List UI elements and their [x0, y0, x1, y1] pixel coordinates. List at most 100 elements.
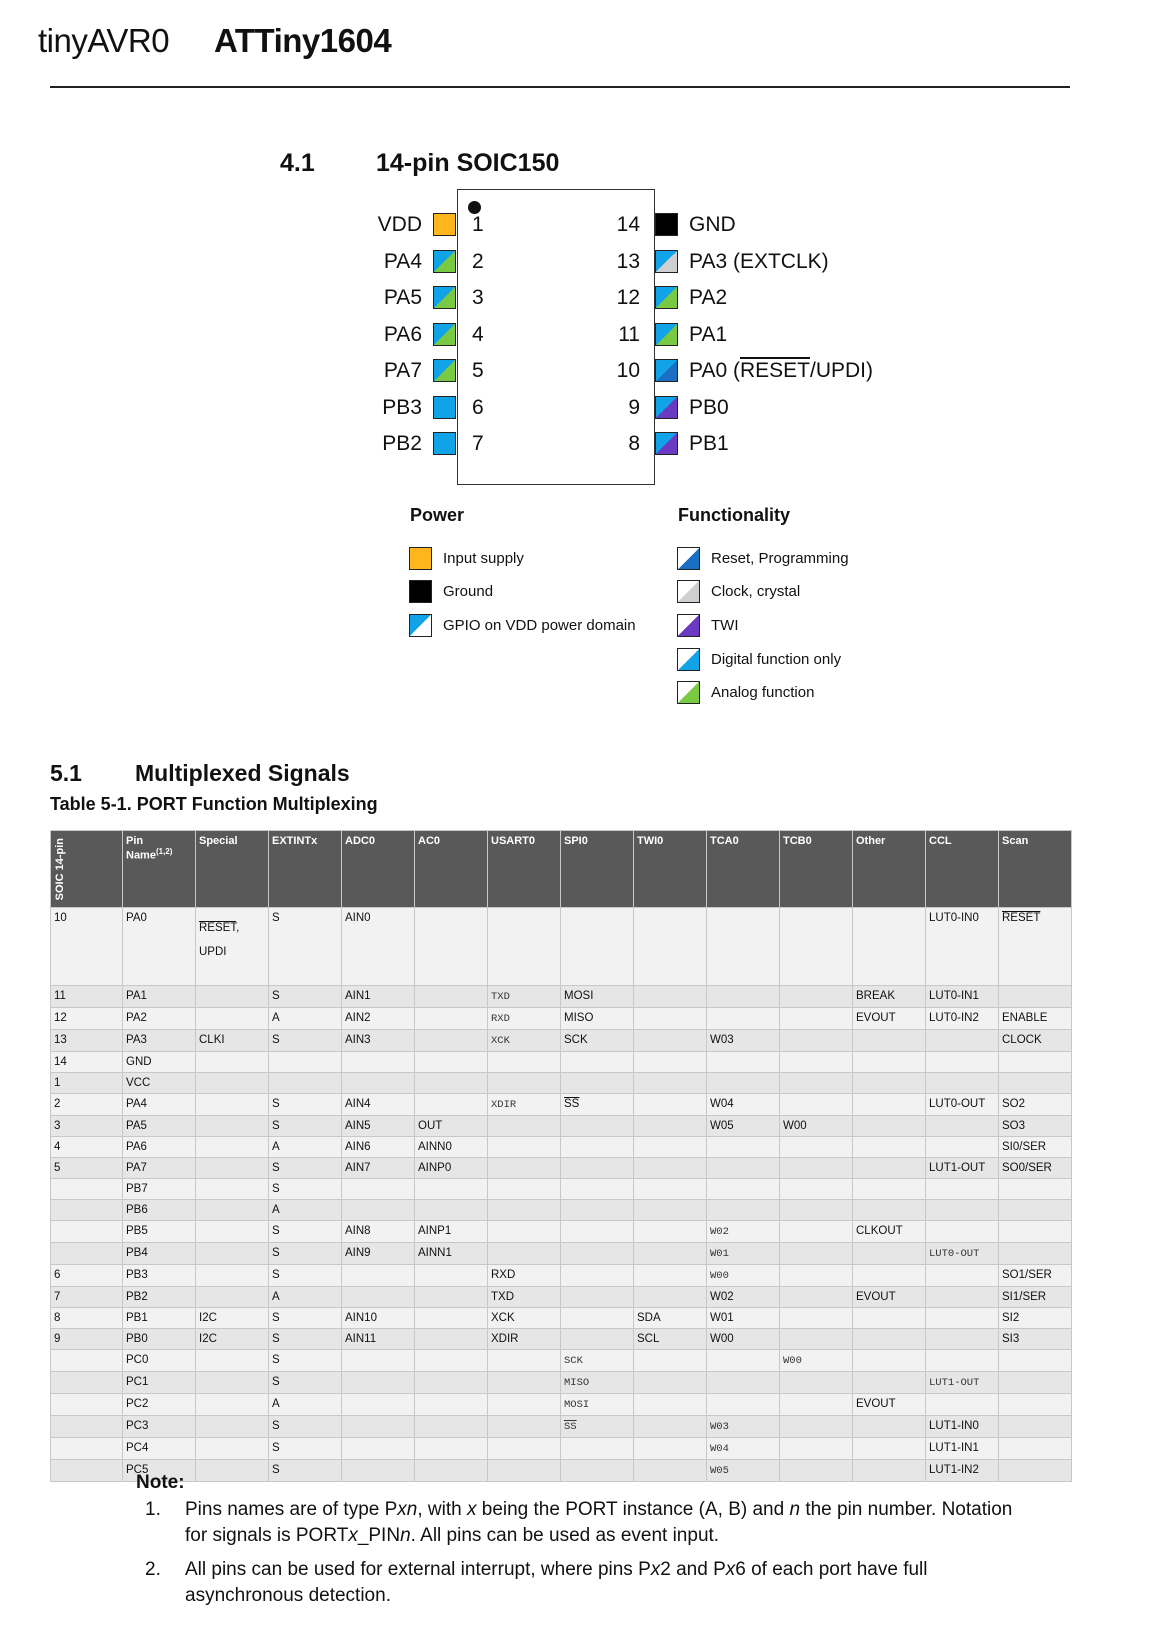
header-tcb0: TCB0	[779, 830, 853, 908]
analog-pin-swatch-icon	[655, 322, 678, 346]
analog-pin-swatch-icon	[433, 359, 456, 382]
cell-twi0	[633, 985, 707, 1008]
pinout-section-title: 14-pin SOIC150	[376, 149, 560, 177]
cell-usart0	[487, 1437, 561, 1460]
cell-extint: S	[268, 1220, 342, 1243]
cell-ccl	[925, 1136, 999, 1158]
cell-other	[852, 1136, 926, 1158]
cell-adc0: AIN6	[341, 1136, 415, 1158]
cell-special	[195, 1199, 269, 1221]
cell-ac0	[414, 1286, 488, 1308]
cell-spi0: SCK	[560, 1349, 634, 1372]
cell-usart0	[487, 1157, 561, 1179]
cell-adc0	[341, 1371, 415, 1394]
cell-ac0	[414, 1371, 488, 1394]
cell-soic	[50, 1371, 123, 1394]
cell-special: RESET, UPDI	[195, 907, 269, 986]
cell-other	[852, 1051, 926, 1073]
cell-pin: PB2	[122, 1286, 196, 1308]
pin-number: 6	[472, 395, 484, 419]
cell-special	[195, 1437, 269, 1460]
cell-scan	[998, 1459, 1072, 1482]
digital-swatch-icon	[677, 648, 700, 671]
cell-ccl: LUT0-IN1	[925, 985, 999, 1008]
cell-scan	[998, 1178, 1072, 1200]
cell-spi0	[560, 1242, 634, 1265]
mux-section-title: Multiplexed Signals	[135, 760, 350, 786]
cell-special	[195, 1136, 269, 1158]
cell-scan	[998, 1242, 1072, 1265]
cell-tcb0	[779, 1007, 853, 1030]
cell-special	[195, 1415, 269, 1438]
cell-soic: 1	[50, 1072, 123, 1094]
cell-pin: PA5	[122, 1115, 196, 1137]
analog-swatch-icon	[677, 681, 700, 704]
cell-usart0	[487, 1220, 561, 1243]
cell-scan	[998, 1199, 1072, 1221]
cell-soic: 5	[50, 1157, 123, 1179]
table-row: PC5 S W05 LUT1-IN2	[50, 1459, 1072, 1482]
cell-usart0	[487, 1371, 561, 1394]
cell-tca0: W02	[706, 1286, 780, 1308]
cell-usart0	[487, 1393, 561, 1416]
cell-extint: A	[268, 1393, 342, 1416]
cell-pin: PB6	[122, 1199, 196, 1221]
cell-adc0: AIN4	[341, 1093, 415, 1116]
cell-spi0: MISO	[560, 1371, 634, 1394]
cell-twi0	[633, 1286, 707, 1308]
cell-extint: S	[268, 1328, 342, 1350]
cell-ac0	[414, 1072, 488, 1094]
cell-spi0	[560, 1051, 634, 1073]
cell-spi0	[560, 1307, 634, 1329]
cell-pin: PB3	[122, 1264, 196, 1287]
cell-special	[195, 1242, 269, 1265]
cell-scan	[998, 1072, 1072, 1094]
cell-adc0: AIN11	[341, 1328, 415, 1350]
table-row: 6 PB3 S RXD W00 SO1/SER	[50, 1264, 1072, 1287]
cell-ac0	[414, 1178, 488, 1200]
cell-ccl: LUT0-OUT	[925, 1093, 999, 1116]
cell-tca0: W05	[706, 1115, 780, 1137]
table-row: PC3 S SS W03 LUT1-IN0	[50, 1415, 1072, 1438]
cell-ac0	[414, 985, 488, 1008]
cell-usart0: XCK	[487, 1029, 561, 1052]
cell-twi0	[633, 1157, 707, 1179]
cell-spi0	[560, 1459, 634, 1482]
cell-usart0	[487, 1072, 561, 1094]
cell-tcb0	[779, 1307, 853, 1329]
cell-adc0	[341, 1459, 415, 1482]
cell-ccl	[925, 1349, 999, 1372]
cell-soic	[50, 1349, 123, 1372]
clock-swatch-icon	[677, 580, 700, 603]
cell-tca0	[706, 1051, 780, 1073]
cell-spi0	[560, 1199, 634, 1221]
cell-extint: S	[268, 1115, 342, 1137]
table-row: 1 VCC	[50, 1072, 1072, 1094]
cell-usart0	[487, 1051, 561, 1073]
cell-spi0: MOSI	[560, 985, 634, 1008]
cell-ac0: OUT	[414, 1115, 488, 1137]
cell-soic: 14	[50, 1051, 123, 1073]
table-row: PC1 S MISO LUT1-OUT	[50, 1371, 1072, 1394]
header-ccl: CCL	[925, 830, 999, 908]
cell-scan	[998, 1051, 1072, 1073]
table-row: 11 PA1 S AIN1 TXD MOSI BREAK LUT0-IN1	[50, 985, 1072, 1008]
cell-pin: PB5	[122, 1220, 196, 1243]
cell-scan: SI3	[998, 1328, 1072, 1350]
note-text: Pins names are of type Pxn, with x being…	[185, 1499, 1013, 1546]
cell-tcb0	[779, 1286, 853, 1308]
cell-twi0	[633, 1072, 707, 1094]
cell-twi0	[633, 1349, 707, 1372]
cell-tca0: W00	[706, 1264, 780, 1287]
pin-number: 4	[472, 322, 484, 346]
cell-extint: A	[268, 1007, 342, 1030]
table-row: 4 PA6 A AIN6 AINN0 SI0/SER	[50, 1136, 1072, 1158]
cell-ccl	[925, 1115, 999, 1137]
cell-tca0: W04	[706, 1437, 780, 1460]
cell-tca0: W00	[706, 1328, 780, 1350]
cell-spi0	[560, 1328, 634, 1350]
cell-tcb0	[779, 1371, 853, 1394]
header-divider	[50, 86, 1070, 88]
cell-scan: SO1/SER	[998, 1264, 1072, 1287]
header-other: Other	[852, 830, 926, 908]
